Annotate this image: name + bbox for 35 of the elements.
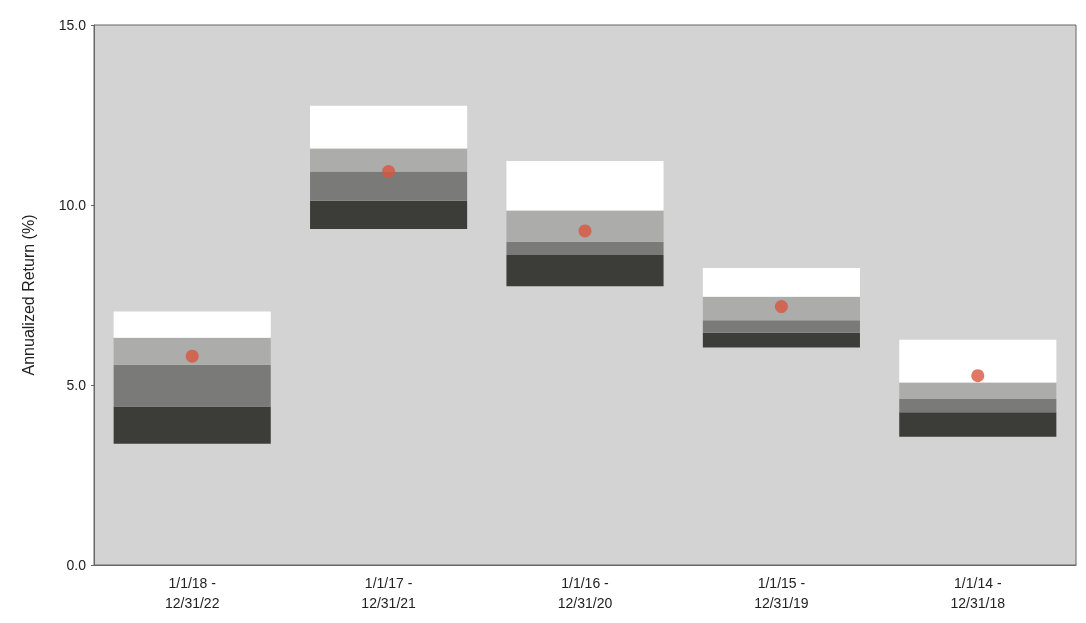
- bar: [702, 268, 860, 297]
- bar: [506, 161, 664, 211]
- bar: [899, 399, 1057, 413]
- bar: [310, 200, 468, 230]
- bar: [702, 296, 860, 321]
- bar: [310, 105, 468, 149]
- bar: [310, 148, 468, 172]
- point: [382, 165, 396, 179]
- x-tick-label: 1/1/17 - 12/31/21: [361, 575, 417, 611]
- point: [971, 369, 985, 383]
- bar: [310, 171, 468, 201]
- y-tick-label: 5.0: [66, 377, 87, 393]
- bar: [113, 337, 271, 365]
- bar: [113, 311, 271, 338]
- bar: [506, 255, 664, 287]
- point: [578, 224, 592, 238]
- point: [774, 300, 788, 314]
- bar: [113, 406, 271, 444]
- y-axis-title: Annualized Return (%): [19, 214, 37, 376]
- x-tick-label: 1/1/16 - 12/31/20: [557, 575, 613, 611]
- y-tick-label: 0.0: [66, 557, 87, 573]
- y-tick-label: 15.0: [58, 17, 87, 33]
- bar: [506, 210, 664, 242]
- bar: [113, 364, 271, 407]
- point: [185, 349, 199, 363]
- x-tick-label: 1/1/14 - 12/31/18: [950, 575, 1006, 611]
- x-tick-label: 1/1/15 - 12/31/19: [754, 575, 809, 611]
- y-tick-label: 10.0: [58, 197, 87, 213]
- bar: [899, 412, 1057, 437]
- bar: [899, 339, 1057, 383]
- bar: [702, 332, 860, 348]
- bar: [899, 382, 1057, 400]
- x-tick-label: 1/1/18 - 12/31/22: [164, 575, 220, 611]
- bar: [506, 241, 664, 256]
- bar: [702, 320, 860, 333]
